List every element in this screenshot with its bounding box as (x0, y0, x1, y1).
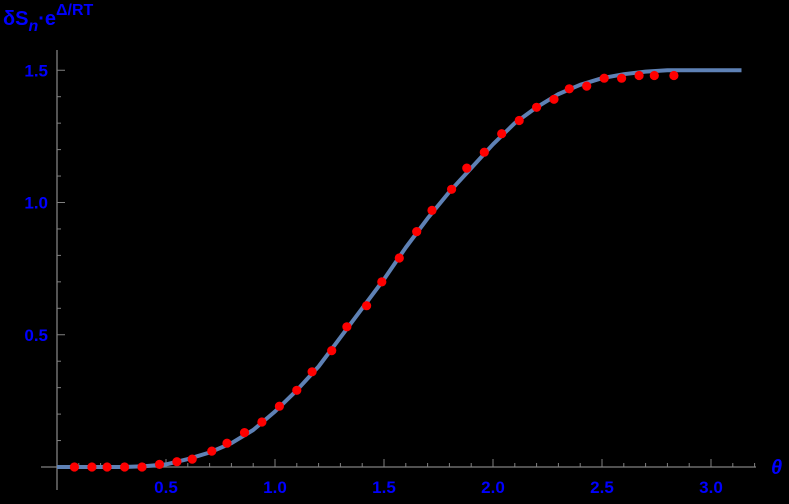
axes (41, 50, 756, 490)
y-axis-title-dot: ·e (38, 8, 56, 30)
data-point (207, 446, 217, 456)
data-point (634, 70, 644, 81)
y-tick-label: 1.5 (24, 61, 48, 80)
y-tick-label: 1.0 (24, 194, 48, 213)
data-point (447, 184, 457, 194)
theory-curve (57, 68, 742, 469)
data-point (342, 322, 352, 332)
data-point (274, 401, 284, 411)
data-point (362, 301, 372, 311)
x-tick-label: 2.5 (590, 478, 614, 497)
data-point (87, 462, 97, 472)
x-tick-label: 2.0 (481, 478, 505, 497)
data-point (377, 277, 387, 287)
y-axis-title-base: δS (3, 8, 28, 30)
data-point (154, 459, 165, 469)
data-point (497, 129, 507, 139)
data-point (137, 462, 147, 472)
data-point (239, 428, 250, 438)
data-point (549, 94, 559, 104)
data-point (669, 70, 679, 81)
data-point (102, 462, 112, 472)
y-axis-title: δSn·eΔ/RT (3, 2, 94, 35)
data-point (187, 454, 197, 464)
data-point (412, 227, 422, 237)
data-point (307, 367, 317, 377)
plot-area (57, 68, 742, 472)
data-point (514, 115, 524, 126)
data-point (327, 346, 337, 356)
y-tick-labels: 0.5 1.0 1.5 (24, 61, 48, 345)
x-tick-label: 3.0 (699, 478, 723, 497)
data-point (427, 205, 437, 215)
data-point (120, 462, 130, 472)
y-tick-label: 0.5 (24, 326, 48, 345)
data-point (394, 253, 404, 263)
x-tick-labels: 0.5 1.0 1.5 2.0 2.5 3.0 (154, 478, 723, 497)
data-point (617, 73, 627, 83)
data-point (222, 438, 232, 448)
data-point (649, 70, 659, 81)
data-point (257, 417, 267, 427)
x-tick-label: 0.5 (154, 478, 178, 497)
x-axis-title: θ (771, 457, 782, 479)
data-point (599, 73, 609, 83)
data-point (69, 462, 79, 472)
data-point (582, 81, 592, 91)
data-point (292, 385, 302, 395)
y-axis-title-sub: n (28, 18, 38, 35)
y-axis-title-sup: Δ/RT (56, 2, 94, 19)
data-point (564, 84, 574, 94)
x-tick-label: 1.0 (263, 478, 287, 497)
data-point (532, 102, 542, 112)
data-point (479, 147, 489, 157)
data-point (462, 163, 472, 173)
data-point (172, 457, 182, 467)
svg-text:δSn·eΔ/RT: δSn·eΔ/RT (3, 2, 94, 35)
x-tick-label: 1.5 (372, 478, 396, 497)
